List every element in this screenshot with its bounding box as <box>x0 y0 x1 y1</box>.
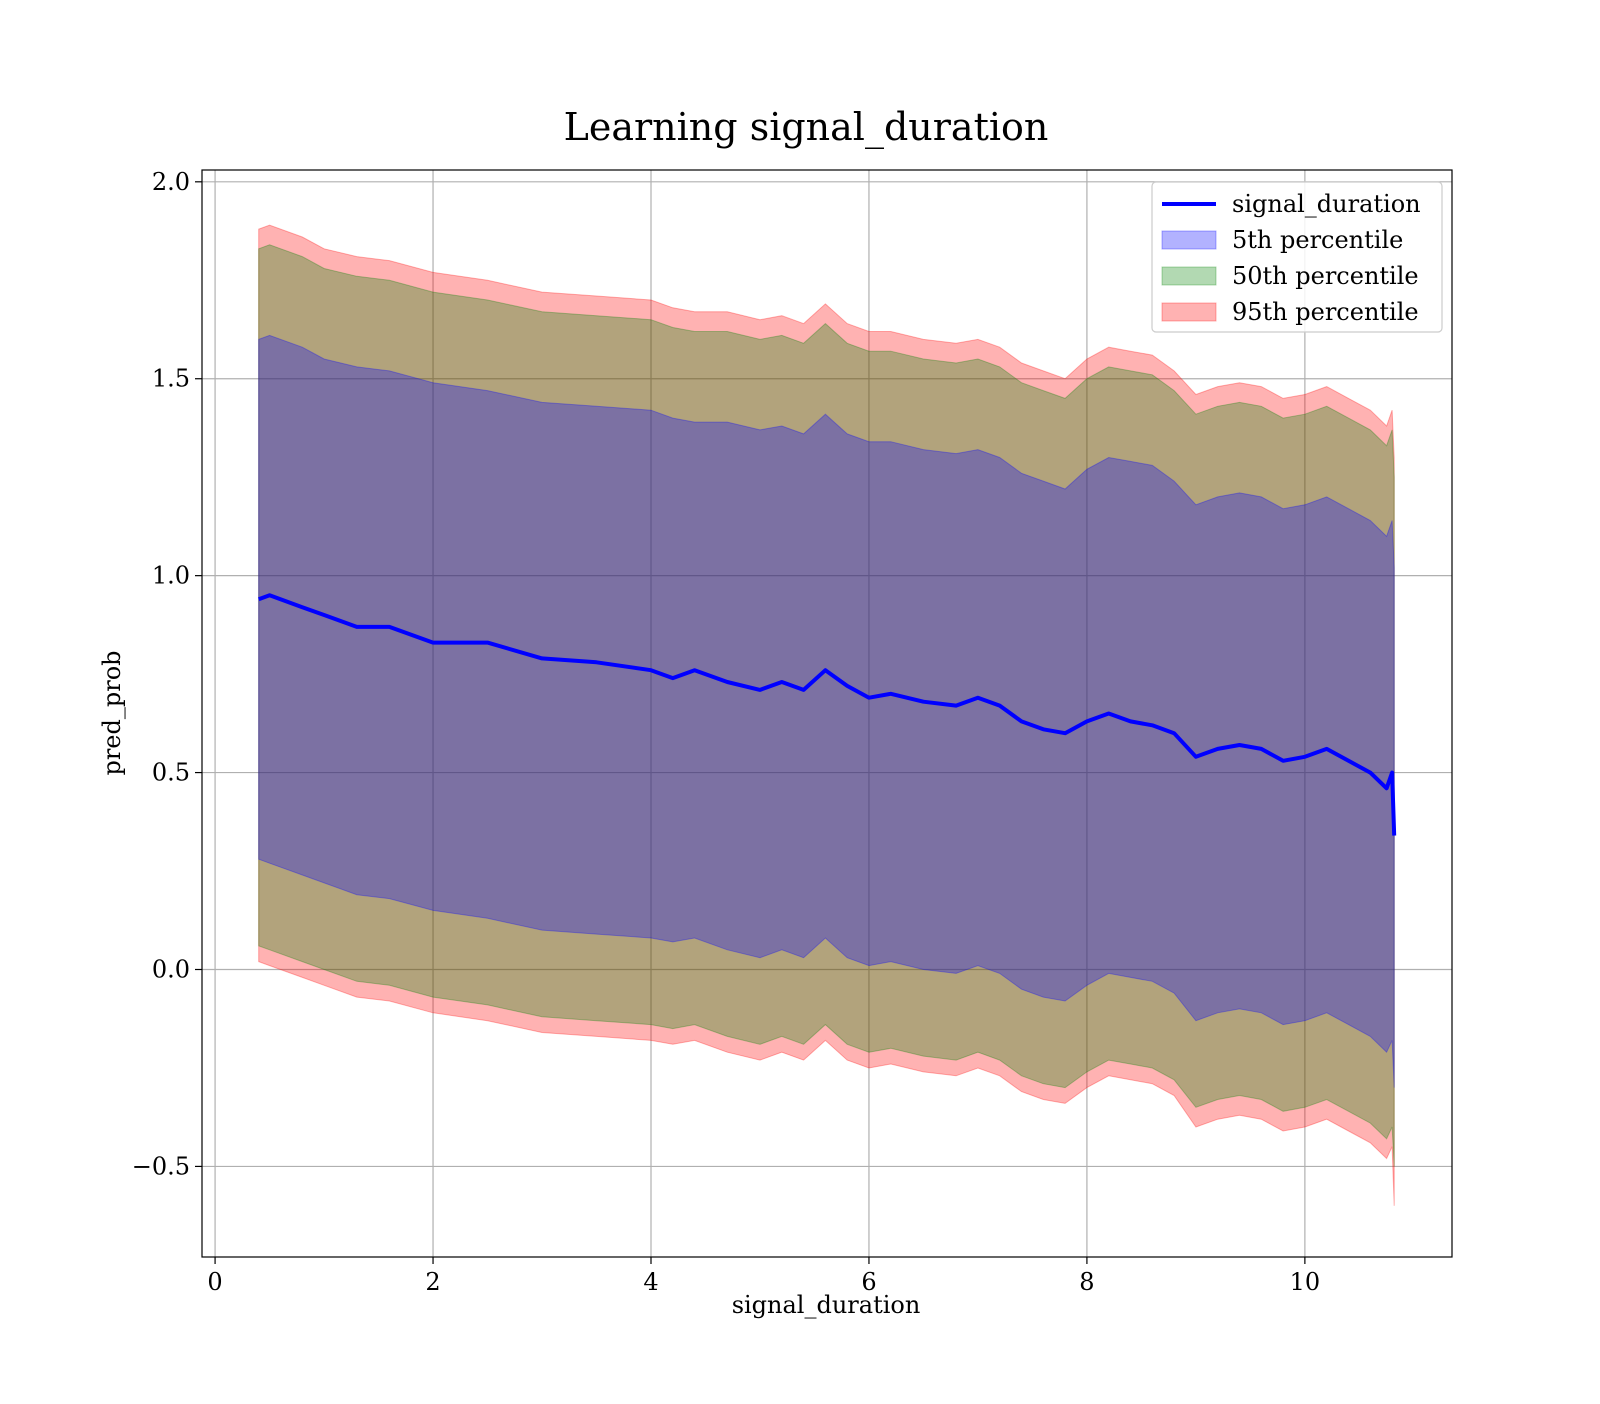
plot-frame <box>201 169 1453 1258</box>
line-layer <box>258 593 1397 836</box>
legend: signal_duration 5th percentile 50th percen… <box>1151 181 1443 333</box>
y-tick-label: 1.0 <box>152 562 190 590</box>
y-tick-label: 1.5 <box>152 365 190 393</box>
series-line-signal-duration <box>258 593 1397 836</box>
x-tick-label: 0 <box>207 1268 222 1296</box>
legend-box <box>1151 181 1443 333</box>
legend-label: 95th percentile <box>1232 298 1419 326</box>
legend-label: 5th percentile <box>1232 226 1403 254</box>
chart-title: Learning signal_duration <box>564 105 1049 150</box>
legend-patch-swatch <box>1161 266 1217 286</box>
y-axis-ticks: −0.5 0.0 0.5 1.0 1.5 2.0 <box>132 168 202 1180</box>
x-tick-label: 2 <box>425 1268 440 1296</box>
x-axis-label: signal_duration <box>732 1291 921 1319</box>
legend-patch-swatch <box>1161 230 1217 250</box>
legend-label: signal_duration <box>1232 190 1421 218</box>
x-tick-label: 4 <box>643 1268 658 1296</box>
legend-label: 50th percentile <box>1232 262 1419 290</box>
legend-patch-swatch <box>1161 302 1217 322</box>
y-axis-label: pred_prob <box>98 650 126 775</box>
y-tick-label: 0.0 <box>152 955 190 983</box>
x-tick-label: 6 <box>861 1268 876 1296</box>
band-50th-percentile <box>258 244 1395 1167</box>
x-tick-label: 8 <box>1079 1268 1094 1296</box>
band-95th-percentile <box>258 224 1395 1206</box>
x-tick-label: 10 <box>1290 1268 1321 1296</box>
band-layer <box>258 224 1395 1206</box>
x-axis-ticks: 0 2 4 6 8 10 <box>207 1257 1320 1296</box>
y-tick-label: −0.5 <box>132 1152 190 1180</box>
grid-layer <box>202 170 1452 1257</box>
y-tick-label: 0.5 <box>152 759 190 787</box>
y-tick-label: 2.0 <box>152 168 190 196</box>
band-5th-percentile <box>258 334 1395 1088</box>
